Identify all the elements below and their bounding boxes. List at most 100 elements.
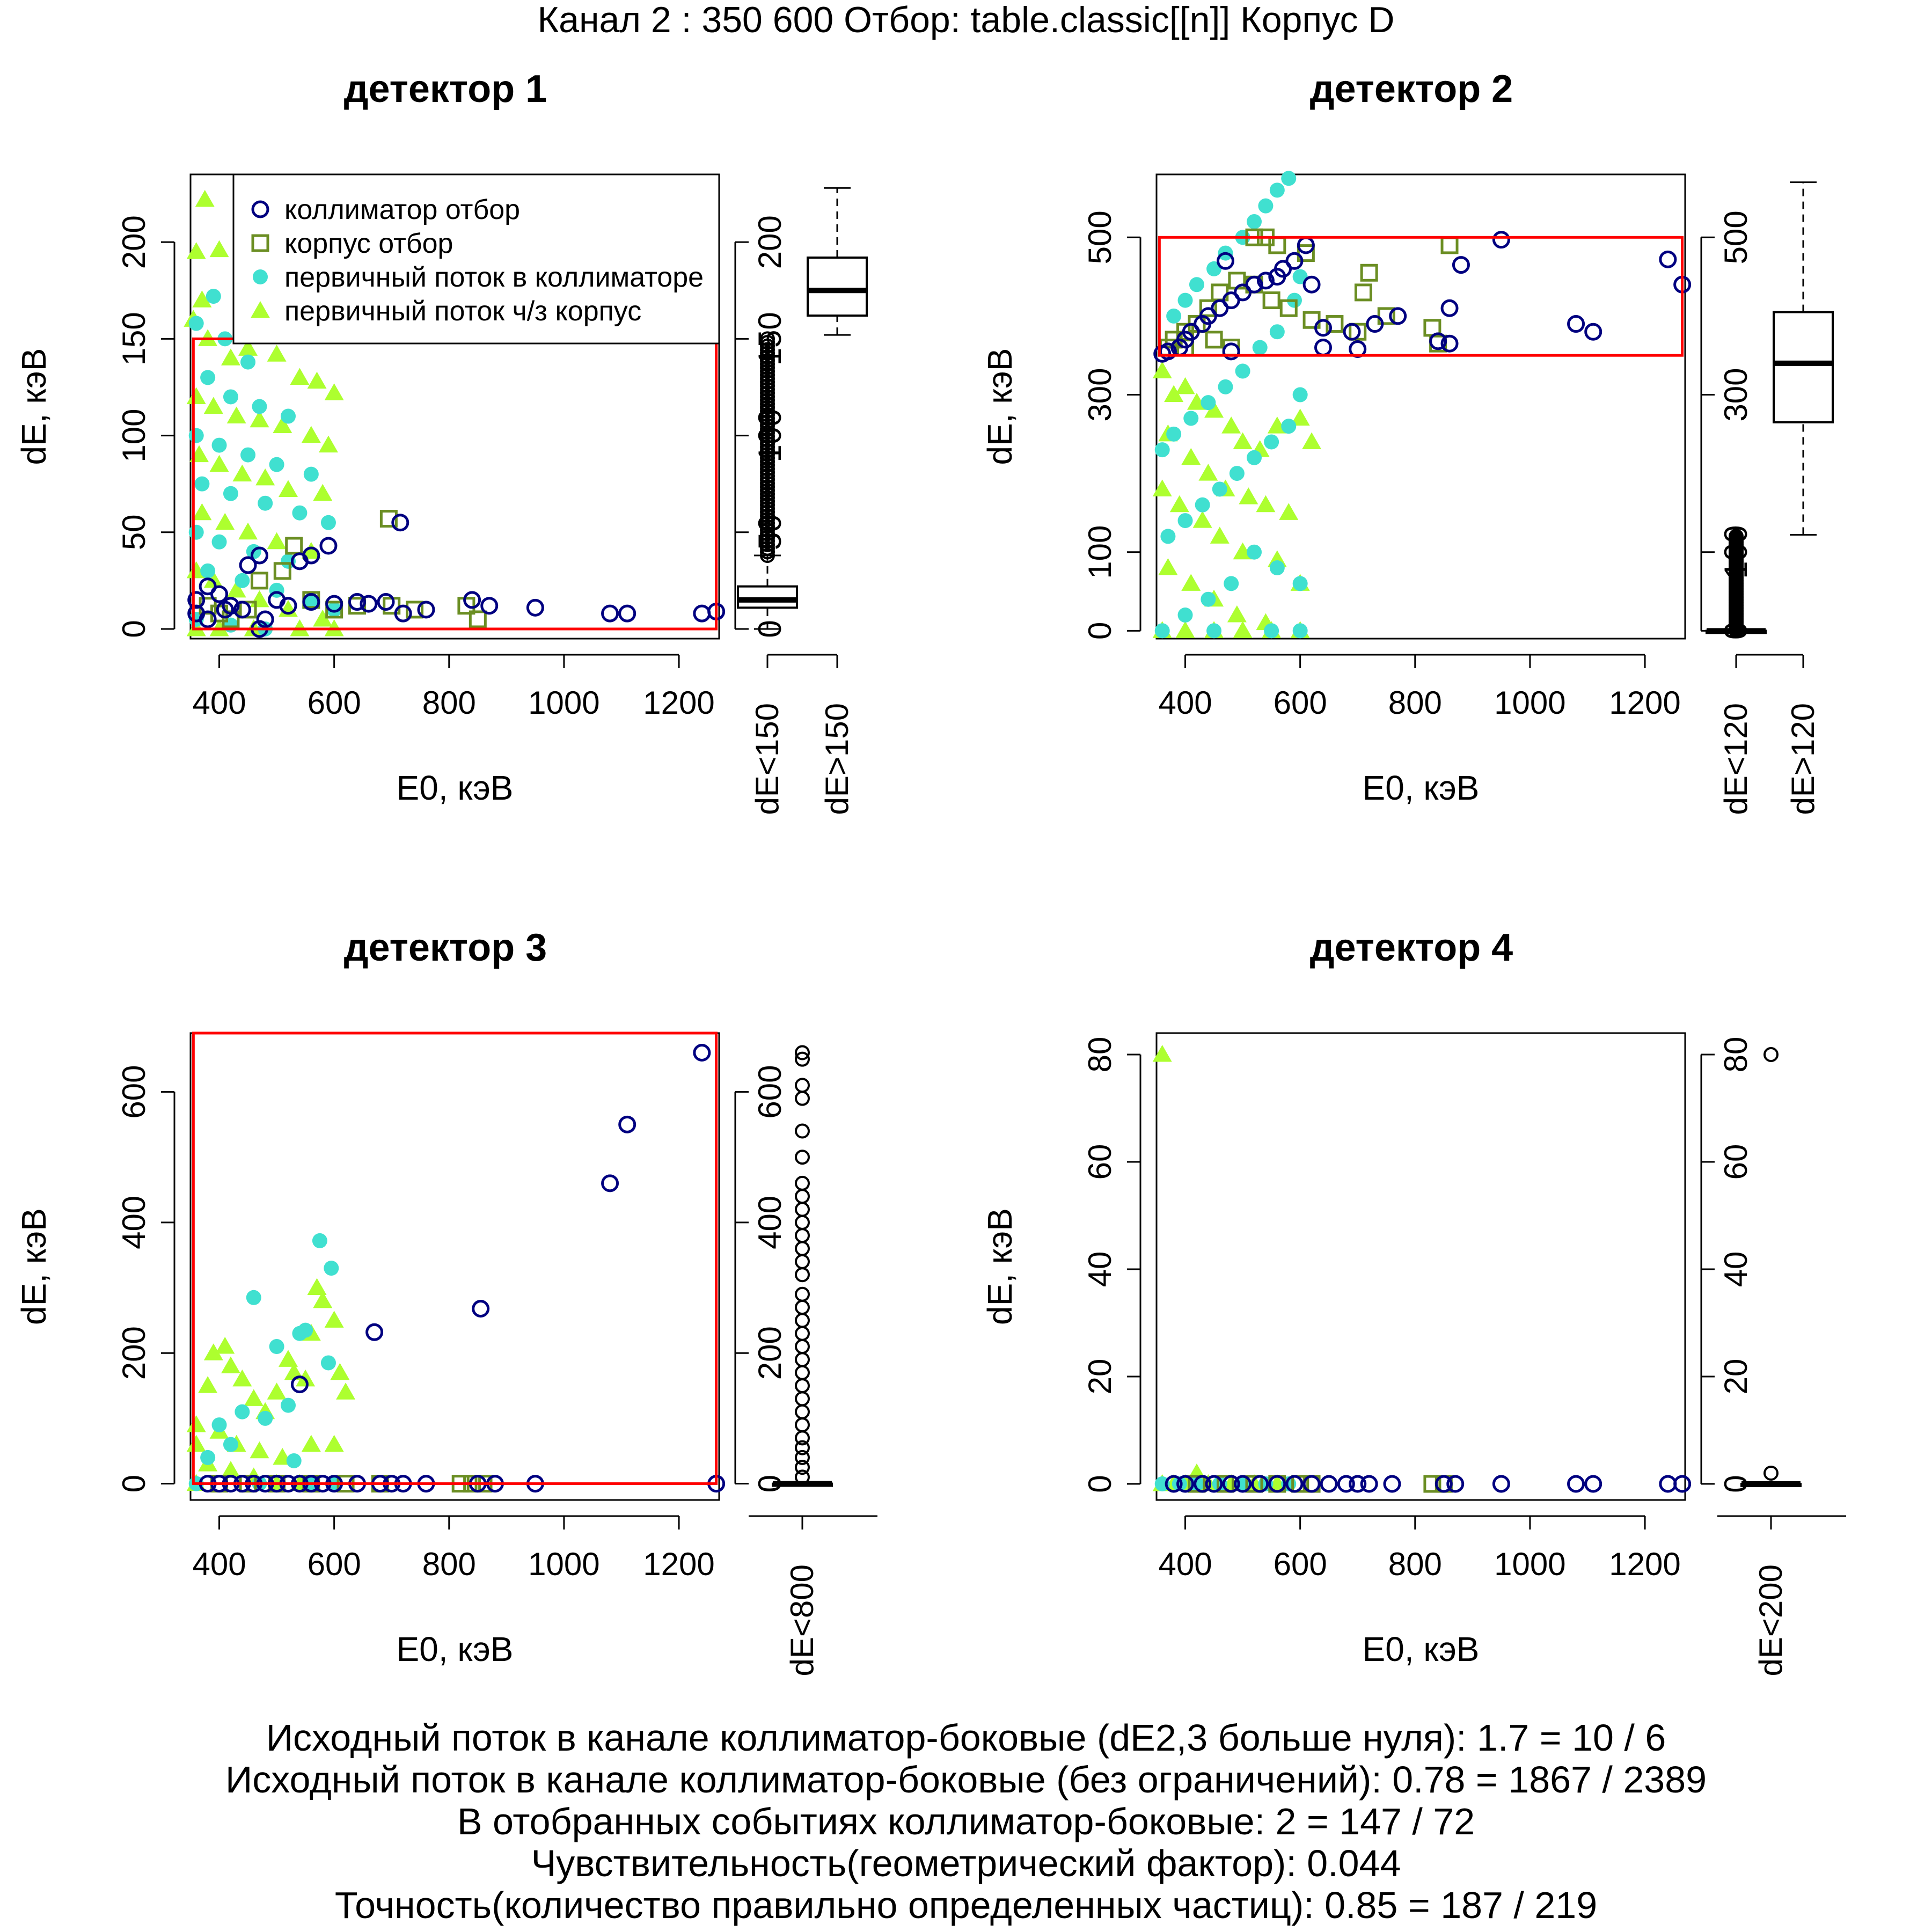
- y-tick-label: 80: [1082, 1037, 1118, 1073]
- data-point: [211, 1417, 227, 1433]
- boxplot-outlier: [795, 1378, 810, 1394]
- data-point: [256, 610, 274, 628]
- data-point: [1584, 323, 1602, 341]
- data-point: [1218, 379, 1233, 394]
- data-point: [391, 514, 409, 532]
- data-point: [250, 590, 269, 608]
- data-point: [250, 410, 269, 428]
- data-point: [1492, 231, 1510, 249]
- boxplot-tick-label: 200: [752, 1326, 788, 1380]
- data-point: [258, 1410, 273, 1426]
- y-axis: 0 20 40 60 80: [1082, 1037, 1141, 1493]
- data-point: [209, 455, 229, 472]
- y-tick-label: 0: [1082, 1475, 1118, 1492]
- y-tick-label: 100: [116, 409, 152, 463]
- y-tick-label: 600: [116, 1065, 152, 1118]
- x-tick-label: 800: [422, 1546, 476, 1582]
- data-point: [1360, 264, 1378, 282]
- y-tick-label: 50: [116, 514, 152, 550]
- series: [184, 189, 344, 636]
- data-point: [1201, 395, 1216, 411]
- x-axis: 400 600 800 1000 1200: [192, 1515, 715, 1582]
- data-point: [348, 593, 366, 611]
- boxplot-outlier: [760, 331, 775, 347]
- data-point: [210, 585, 229, 603]
- x-tick-label: 800: [1388, 1546, 1442, 1582]
- y-tick-label: 0: [116, 1475, 152, 1492]
- boxplot-outlier: [795, 1189, 810, 1204]
- y-tick-label: 0: [1082, 622, 1118, 640]
- data-point: [1440, 334, 1459, 353]
- data-point: [301, 426, 321, 443]
- data-point: [324, 1311, 344, 1328]
- panel-2: детектор 2 400 600 800 1000 1200 E0, кэВ 0 100 30…: [980, 68, 1834, 815]
- data-point: [1177, 292, 1193, 308]
- data-point: [239, 601, 257, 619]
- boxplot-outlier: [795, 1460, 810, 1475]
- data-point: [1227, 605, 1247, 623]
- data-point: [1177, 608, 1193, 623]
- data-point: [244, 1389, 264, 1406]
- data-point: [269, 457, 284, 472]
- main-title: Канал 2 : 350 600 Отбор: table.classic[[…: [538, 0, 1395, 40]
- data-point: [1567, 1475, 1585, 1493]
- data-point: [286, 1453, 302, 1468]
- data-point: [307, 1278, 327, 1296]
- data-point: [1349, 323, 1367, 341]
- boxplot-box: [807, 256, 868, 317]
- data-point: [1292, 623, 1308, 639]
- data-point: [267, 345, 287, 362]
- data-point: [1673, 1475, 1692, 1493]
- data-point: [1389, 307, 1407, 325]
- boxplot-box: [737, 585, 798, 609]
- data-point: [186, 242, 206, 259]
- data-point: [192, 290, 212, 308]
- data-point: [215, 513, 235, 530]
- data-point: [1292, 387, 1308, 402]
- data-point: [377, 593, 395, 611]
- data-point: [232, 1369, 252, 1387]
- data-point: [223, 389, 238, 405]
- footer-line-1: Исходный поток в канале коллиматор-боков…: [266, 1717, 1666, 1759]
- x-tick-label: 600: [308, 685, 361, 721]
- plot-frame: [189, 1032, 720, 1501]
- boxplot-label: dE>150: [819, 703, 855, 815]
- data-point: [1169, 495, 1189, 513]
- boxplot-label: dE<150: [749, 703, 785, 815]
- data-point: [1320, 1475, 1338, 1493]
- x-tick-label: 1000: [1494, 1546, 1565, 1582]
- boxplot-tick-label: 600: [752, 1065, 788, 1118]
- x-tick-label: 800: [422, 685, 476, 721]
- boxplot-outlier: [1763, 1047, 1779, 1062]
- data-point: [200, 563, 216, 579]
- data-point: [194, 476, 210, 492]
- data-point: [324, 1261, 339, 1276]
- series: [1153, 231, 1692, 363]
- panel-title: детектор 3: [344, 926, 547, 969]
- data-point: [1360, 1475, 1378, 1493]
- x-tick-label: 1200: [643, 685, 714, 721]
- series: [1165, 1475, 1692, 1493]
- data-point: [1183, 411, 1199, 426]
- x-axis: 400 600 800 1000 1200: [192, 654, 715, 721]
- data-point: [394, 604, 412, 623]
- x-tick-label: 400: [1158, 1546, 1212, 1582]
- boxplot-outlier: [1763, 1466, 1779, 1481]
- data-point: [1659, 250, 1677, 268]
- boxplot-tick-label: 60: [1718, 1144, 1754, 1180]
- data-point: [336, 1382, 356, 1400]
- data-point: [406, 601, 424, 619]
- data-point: [319, 537, 338, 555]
- data-point: [187, 604, 206, 623]
- data-point: [1269, 324, 1285, 340]
- data-point: [1205, 1475, 1223, 1493]
- panel-1: детектор 1 400 600 800 1000 1200 E0, кэВ 0 50 100…: [14, 68, 868, 815]
- x-tick-label: 1000: [528, 1546, 599, 1582]
- y-tick-label: 0: [116, 620, 152, 638]
- data-point: [1222, 1475, 1240, 1493]
- legend-marker: [251, 301, 270, 318]
- data-point: [188, 316, 204, 331]
- data-point: [281, 408, 296, 424]
- data-point: [1247, 450, 1262, 465]
- y-axis: 0 200 400 600: [116, 1065, 175, 1492]
